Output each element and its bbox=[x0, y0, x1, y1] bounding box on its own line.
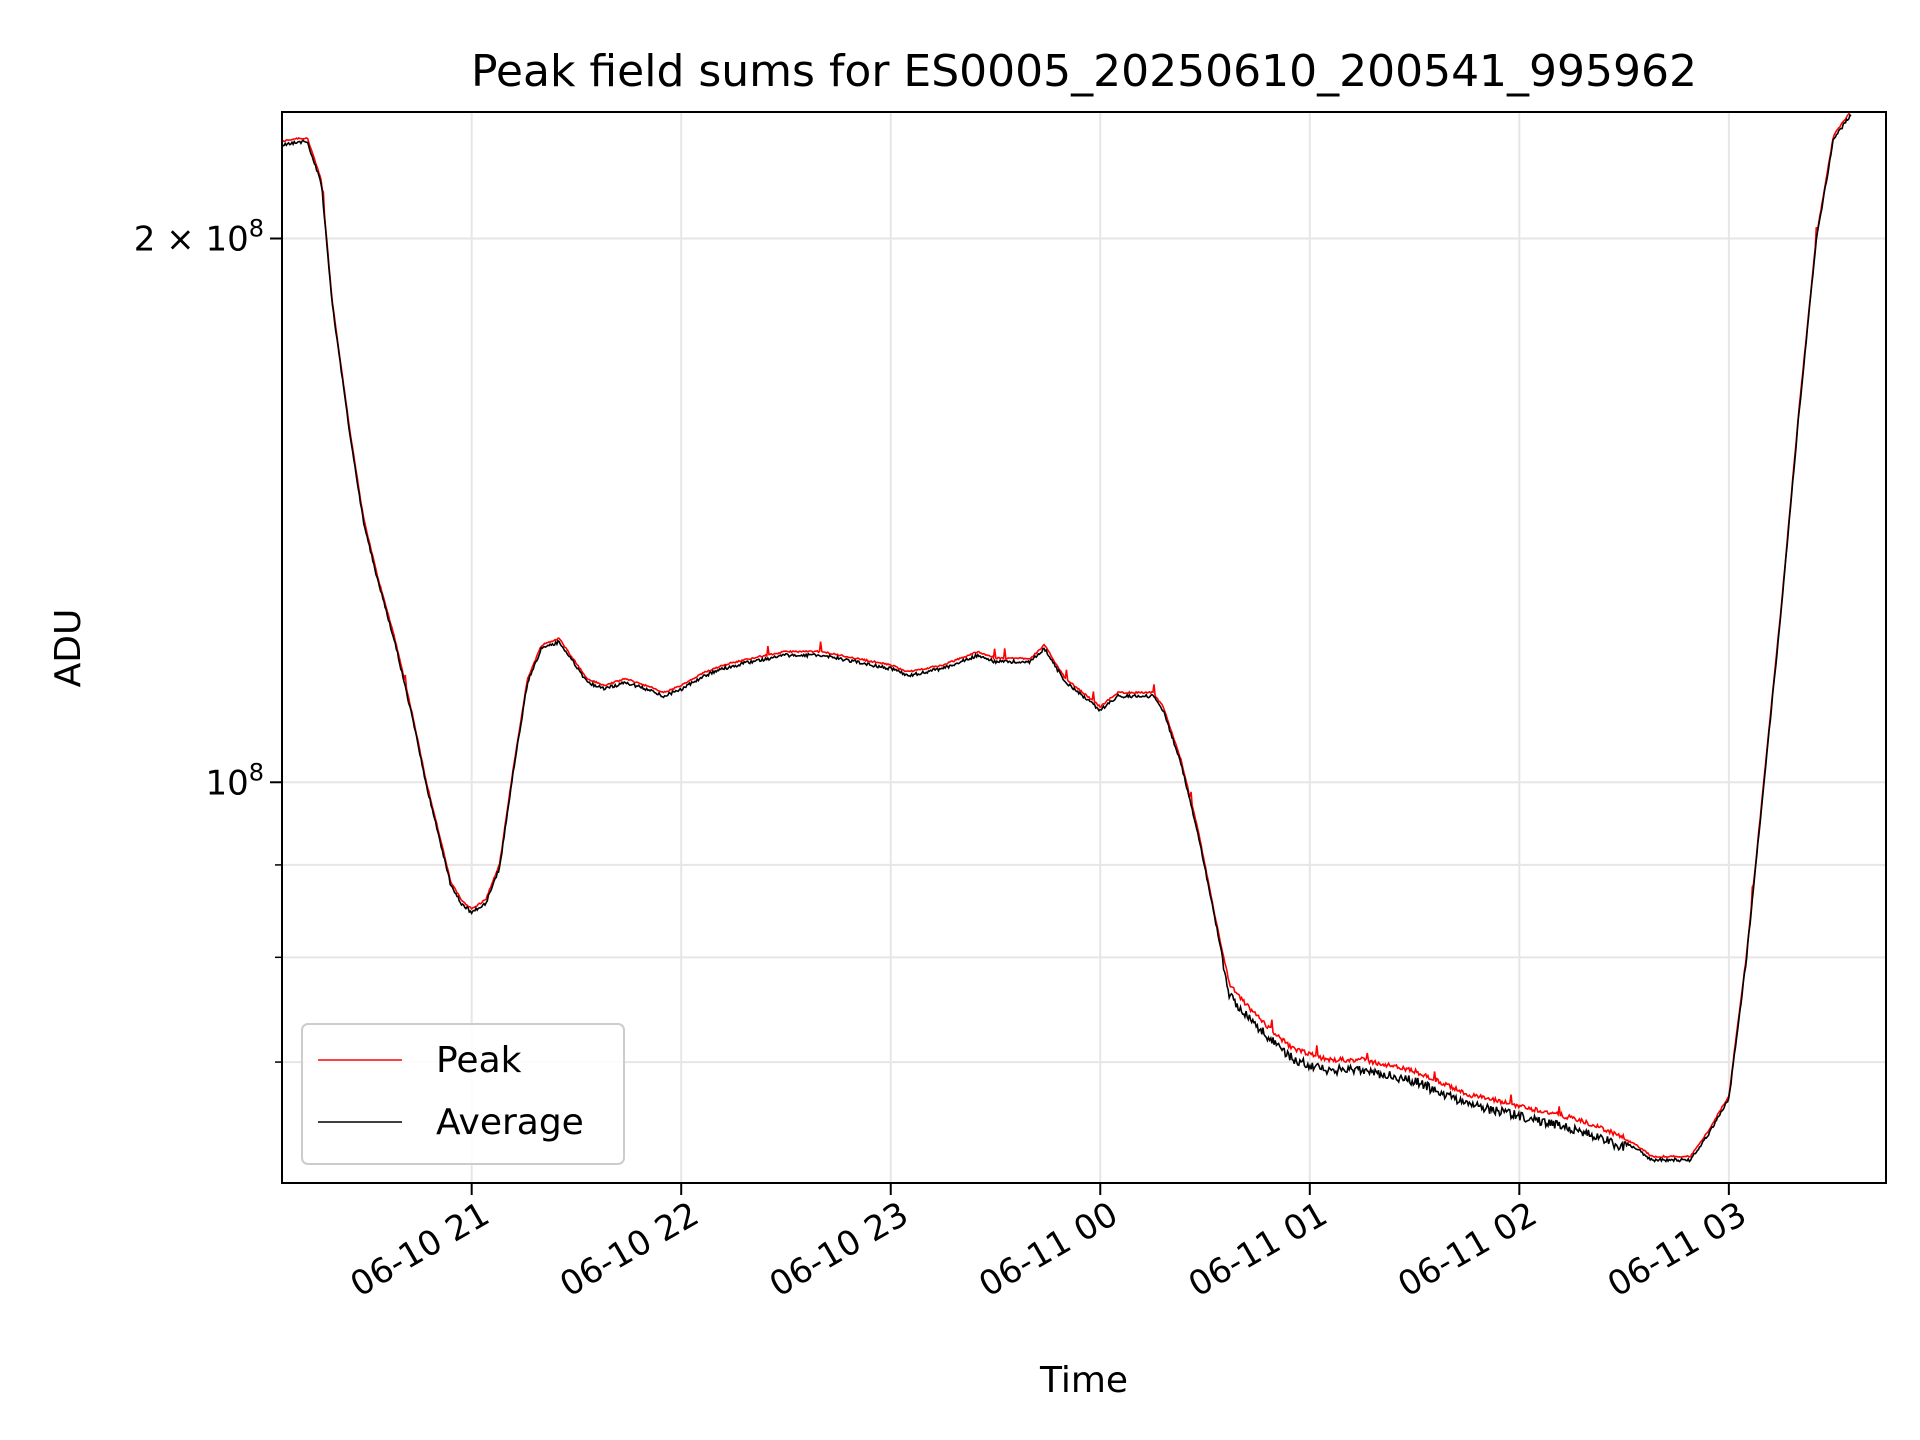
y-axis-label: ADU bbox=[48, 609, 89, 688]
legend-peak-label: Peak bbox=[436, 1040, 522, 1081]
y-tick-label: 2 × 108 bbox=[134, 215, 264, 260]
chart-title: Peak field sums for ES0005_20250610_2005… bbox=[471, 46, 1697, 97]
x-tick-label: 06-11 02 bbox=[1391, 1194, 1543, 1305]
y-tick-label: 108 bbox=[205, 758, 264, 803]
plot-area bbox=[282, 112, 1852, 1163]
x-tick-label: 06-10 23 bbox=[763, 1194, 915, 1305]
legend-average-label: Average bbox=[436, 1102, 584, 1143]
x-tick-label: 06-10 21 bbox=[344, 1194, 496, 1305]
x-tick-label: 06-11 00 bbox=[972, 1194, 1124, 1305]
x-axis-label: Time bbox=[1039, 1360, 1128, 1401]
legend-box bbox=[301, 1023, 625, 1165]
legend: Peak Average bbox=[301, 1023, 625, 1165]
average-series-line bbox=[282, 113, 1852, 1163]
grid-lines bbox=[282, 112, 1886, 1183]
peak-series-line bbox=[282, 112, 1852, 1159]
y-axis-ticks: 2 × 108 108 bbox=[134, 215, 282, 1063]
x-tick-label: 06-11 03 bbox=[1601, 1194, 1753, 1305]
x-axis-ticks: 06-10 21 06-10 22 06-10 23 06-11 00 06-11 01… bbox=[344, 1183, 1753, 1305]
x-tick-label: 06-10 22 bbox=[553, 1194, 705, 1305]
axes-frame bbox=[281, 111, 1887, 1184]
x-tick-label: 06-11 01 bbox=[1182, 1194, 1334, 1305]
